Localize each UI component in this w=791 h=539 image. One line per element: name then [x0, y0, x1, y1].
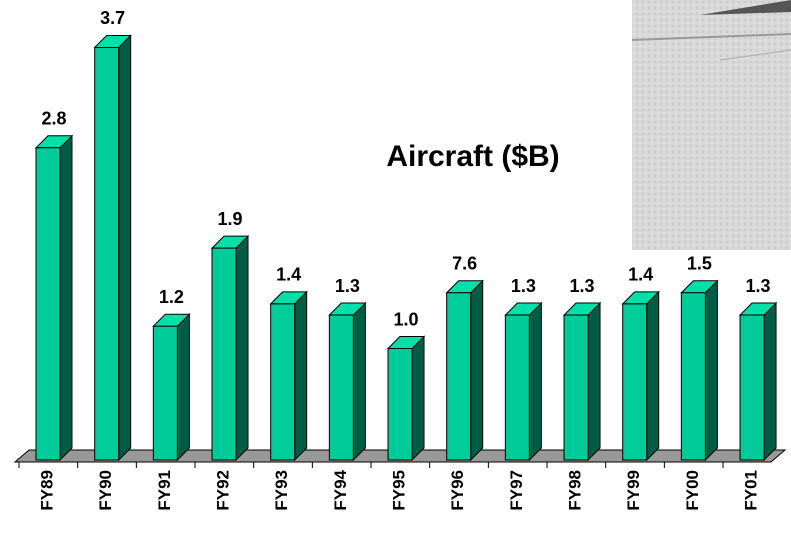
x-tick-label: FY96 — [448, 470, 467, 511]
value-label: 1.2 — [159, 287, 184, 307]
bar-face — [528, 301, 542, 462]
value-label: 2.8 — [41, 109, 66, 129]
chart-title: Aircraft ($B) — [386, 140, 559, 173]
bar-face — [35, 147, 61, 461]
bar-face — [704, 279, 718, 462]
value-label: 3.7 — [100, 8, 125, 28]
bar-face — [646, 290, 660, 462]
bar-face — [680, 292, 706, 461]
x-tick-label: FY92 — [213, 470, 232, 511]
x-tick-label: FY01 — [742, 470, 761, 511]
x-tick-label: FY91 — [155, 470, 174, 511]
bar-face — [446, 292, 472, 461]
bar-face — [352, 301, 366, 462]
bar-face — [328, 314, 354, 461]
bar — [328, 301, 367, 462]
bar-face — [294, 290, 308, 462]
bar-face — [739, 314, 765, 461]
bar-face — [211, 247, 237, 461]
bar — [738, 301, 778, 462]
bar — [269, 290, 308, 462]
bar — [680, 279, 719, 462]
value-label: 1.5 — [687, 254, 712, 274]
bar-face — [270, 303, 296, 461]
bar-face — [235, 234, 249, 462]
bar-face — [587, 301, 601, 462]
x-tick-label: FY94 — [331, 469, 350, 510]
value-label: 1.3 — [746, 276, 771, 296]
value-label: 1.4 — [276, 265, 301, 285]
bar-face — [118, 34, 132, 462]
background-photo — [631, 0, 791, 250]
bar-face — [176, 312, 190, 462]
x-tick-label: FY93 — [272, 470, 291, 511]
bar-face — [563, 314, 589, 461]
value-label: 1.9 — [217, 209, 242, 229]
value-label: 1.4 — [628, 265, 653, 285]
bar-face — [763, 301, 777, 462]
bar-face — [504, 314, 530, 461]
bar-face — [411, 335, 425, 462]
bar — [93, 34, 132, 462]
bar-face — [94, 46, 120, 461]
bar-face — [152, 325, 178, 461]
bar — [210, 234, 250, 462]
x-tick-label: FY90 — [96, 470, 115, 511]
x-tick-label: FY99 — [624, 470, 643, 511]
x-tick-label: FY95 — [390, 470, 409, 511]
bar — [34, 134, 74, 462]
bar — [562, 301, 602, 462]
bar — [445, 279, 484, 462]
x-tick-label: FY97 — [507, 470, 526, 511]
value-label: 1.3 — [570, 276, 595, 296]
bar-face — [622, 303, 648, 461]
bar — [621, 290, 660, 462]
value-label: 7.6 — [452, 254, 477, 274]
bar — [504, 301, 543, 462]
x-tick-label: FY89 — [37, 470, 56, 511]
bar-face — [59, 134, 73, 462]
x-tick-label: FY00 — [683, 470, 702, 511]
x-tick-label: FY98 — [566, 470, 585, 511]
bar-face — [387, 348, 413, 461]
value-label: 1.0 — [394, 309, 419, 329]
value-label: 1.3 — [335, 276, 360, 296]
bar-face — [470, 279, 484, 462]
value-label: 1.3 — [511, 276, 536, 296]
bar — [152, 312, 191, 462]
bar — [386, 335, 426, 462]
